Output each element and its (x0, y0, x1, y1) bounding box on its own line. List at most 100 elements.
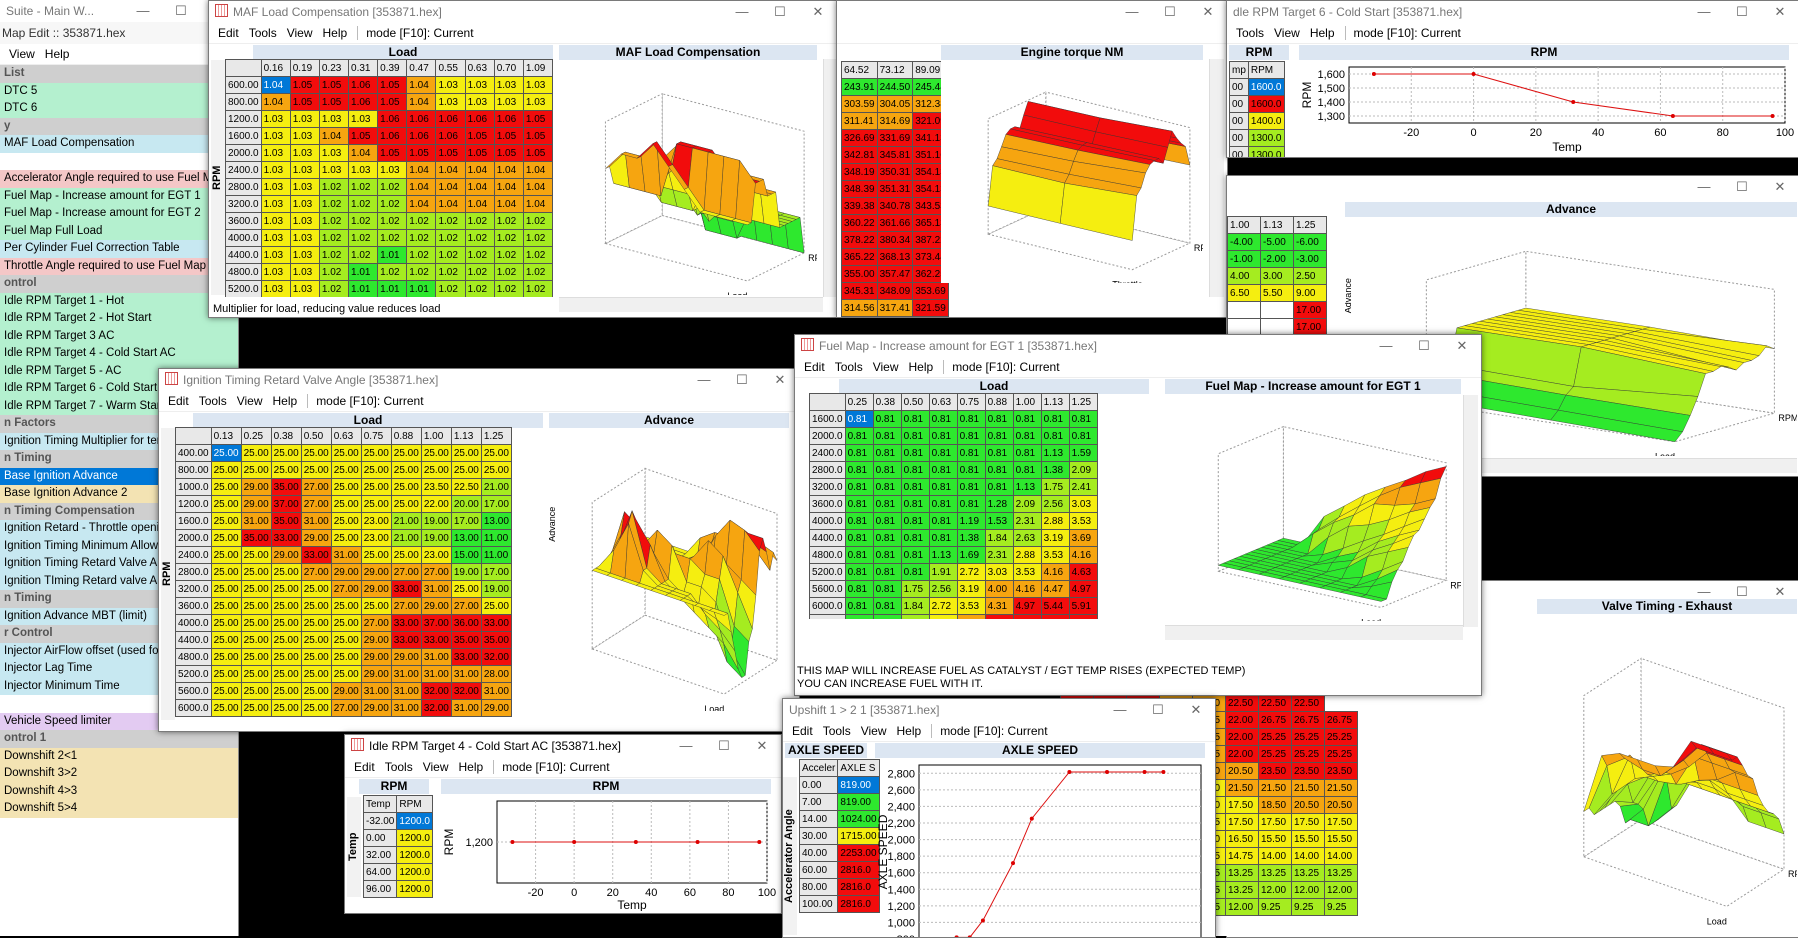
table-cell[interactable]: 1.03 (377, 161, 408, 179)
table-cell[interactable]: 1300.0 (1247, 146, 1285, 157)
table-cell[interactable]: 2.88 (1012, 546, 1042, 564)
table-cell[interactable]: 360.22 (841, 214, 878, 232)
table-cell[interactable]: 13.25 (1324, 864, 1358, 882)
table-cell[interactable]: 3.19 (928, 614, 958, 619)
table-cell[interactable]: 25.25 (1324, 745, 1358, 763)
table-cell[interactable]: 0.81 (844, 546, 874, 564)
table-cell[interactable]: 1400.0 (1247, 112, 1285, 130)
table-cell[interactable]: 4.47 (1040, 580, 1070, 598)
table-cell[interactable]: 25.00 (240, 563, 272, 581)
table-cell[interactable]: 25.00 (300, 580, 332, 598)
table-cell[interactable]: 25.00 (390, 495, 422, 513)
table-cell[interactable]: 0.81 (956, 410, 986, 428)
map-list-item[interactable]: Idle RPM Target 2 - Hot Start (0, 310, 238, 328)
table-cell[interactable]: 25.00 (210, 580, 242, 598)
table-cell[interactable]: 1.59 (1068, 444, 1098, 462)
table-cell[interactable]: 0.81 (928, 461, 958, 479)
table-cell[interactable]: 29.00 (270, 546, 302, 564)
table-cell[interactable]: 33.00 (390, 614, 422, 632)
table-cell[interactable]: 25.00 (270, 699, 302, 717)
table-cell[interactable]: 0.81 (1012, 410, 1042, 428)
table-cell[interactable]: 357.47 (876, 265, 914, 283)
table-cell[interactable]: 0.81 (844, 410, 874, 428)
table-cell[interactable]: 1.04 (260, 93, 291, 111)
table-cell[interactable]: -2.00 (1260, 250, 1294, 268)
table-cell[interactable]: 18.50 (1258, 796, 1292, 814)
minimize-icon[interactable]: — (1697, 4, 1711, 19)
map-list-item[interactable]: Throttle Angle required to use Fuel Map … (0, 257, 238, 275)
torque-scrollbar[interactable] (1209, 59, 1224, 297)
menu-view[interactable]: View (860, 724, 887, 738)
table-cell[interactable]: 1200.0 (396, 846, 433, 864)
table-cell[interactable]: 27.00 (390, 563, 422, 581)
table-cell[interactable]: 32.00 (480, 648, 512, 666)
table-cell[interactable]: 1.06 (435, 110, 466, 128)
maximize-icon[interactable]: ☐ (736, 372, 748, 387)
table-cell[interactable]: 0.81 (984, 478, 1014, 496)
data-point[interactable] (980, 918, 985, 923)
table-cell[interactable]: 1.03 (289, 195, 320, 213)
table-cell[interactable]: 17.00 (1293, 301, 1327, 319)
table-cell[interactable]: 1.06 (406, 110, 437, 128)
table-cell[interactable]: 9.25 (1291, 898, 1325, 916)
table-cell[interactable]: 4.31 (984, 597, 1014, 615)
table-cell[interactable]: 1.02 (377, 229, 408, 247)
map-list-item[interactable]: MAF Load Compensation (0, 135, 238, 153)
map-list-item[interactable] (0, 152, 238, 170)
table-cell[interactable]: 2.88 (1040, 512, 1070, 530)
table-cell[interactable]: 314.69 (876, 112, 914, 130)
table-cell[interactable]: -5.00 (1260, 233, 1294, 251)
table-cell[interactable]: 3.53 (1068, 512, 1098, 530)
table-cell[interactable]: 1.03 (348, 161, 379, 179)
table-cell[interactable]: 33.00 (420, 631, 452, 649)
table-cell[interactable]: 1.03 (289, 246, 320, 264)
close-icon[interactable]: ✕ (1774, 584, 1786, 599)
table-cell[interactable]: 2.56 (1040, 495, 1070, 513)
table-cell[interactable]: 1.02 (464, 280, 495, 297)
table-cell[interactable]: 1.03 (318, 161, 350, 179)
table-cell[interactable]: 1.06 (464, 110, 495, 128)
table-cell[interactable]: 1.02 (522, 280, 553, 297)
retard-table[interactable]: 0.13 0.25 0.38 0.50 0.63 0.75 0.88 1.00 1.13 1.25… (175, 427, 512, 717)
table-cell[interactable]: 25.00 (300, 597, 332, 615)
table-cell[interactable]: 1.01 (348, 280, 379, 297)
table-cell[interactable]: 1.02 (318, 263, 350, 281)
table-cell[interactable]: 3.53 (1040, 546, 1070, 564)
table-cell[interactable]: 1.28 (984, 495, 1014, 513)
table-cell[interactable]: -3.00 (1293, 250, 1327, 268)
table-cell[interactable]: 0.81 (956, 444, 986, 462)
table-cell[interactable]: 0.81 (1068, 427, 1098, 445)
table-cell[interactable]: 365.22 (841, 248, 878, 266)
table-cell[interactable]: 1.02 (464, 246, 495, 264)
table-cell[interactable]: 331.69 (876, 129, 914, 147)
table-cell[interactable]: 1.02 (377, 212, 408, 230)
table-cell[interactable]: 33.00 (450, 648, 482, 666)
table-cell[interactable]: 20.50 (1324, 796, 1358, 814)
table-cell[interactable]: 13.25 (1258, 864, 1292, 882)
table-cell[interactable]: 32.00 (420, 699, 452, 717)
table-cell[interactable]: 35.00 (240, 529, 272, 547)
data-point[interactable] (1161, 769, 1166, 774)
minimize-icon[interactable]: — (1697, 584, 1711, 599)
table-cell[interactable]: 351.16 (912, 146, 949, 164)
data-point[interactable] (1011, 861, 1015, 866)
table-cell[interactable]: 0.81 (900, 410, 930, 428)
table-cell[interactable]: 321.09 (912, 112, 949, 130)
table-cell[interactable]: 20.00 (450, 495, 482, 513)
maximize-icon[interactable]: ☐ (1164, 4, 1176, 19)
idle4-line-chart[interactable]: -20 0 20 40 60 80 100 1,200 Temp RPM (441, 795, 777, 911)
table-cell[interactable]: 4.00 (1227, 267, 1261, 285)
table-cell[interactable]: 20.50 (1291, 796, 1325, 814)
menu-tools[interactable]: Tools (248, 26, 277, 40)
table-cell[interactable]: 0.81 (872, 597, 902, 615)
maf-hscroll[interactable] (559, 297, 823, 312)
table-cell[interactable]: 27.00 (300, 563, 332, 581)
table-cell[interactable]: 353.69 (912, 282, 949, 300)
table-cell[interactable]: 1.03 (289, 212, 320, 230)
table-cell[interactable]: 23.50 (1291, 762, 1325, 780)
table-cell[interactable]: 2816.0 (837, 878, 880, 896)
map-list-item[interactable]: Downshift 5>4 (0, 800, 238, 818)
table-cell[interactable]: 351.31 (876, 180, 914, 198)
table-cell[interactable]: 25.00 (210, 597, 242, 615)
table-cell[interactable]: 1.03 (289, 229, 320, 247)
